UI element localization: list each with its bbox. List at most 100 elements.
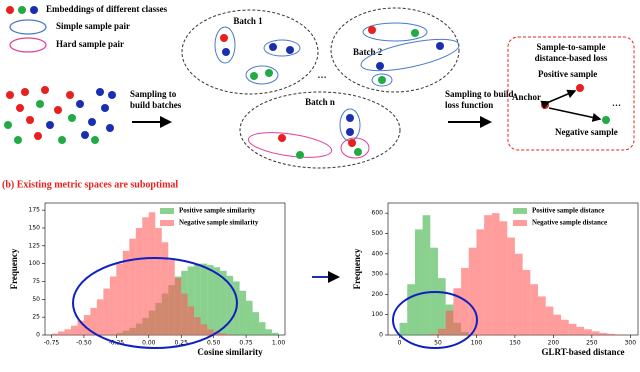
dot (354, 148, 362, 156)
histogram-bar (507, 238, 515, 335)
histogram-bar (407, 284, 415, 335)
dot (348, 139, 356, 147)
dot (541, 101, 549, 109)
histogram-bar (201, 324, 207, 335)
dot (220, 34, 228, 42)
x-tick-label: 0.75 (239, 340, 253, 347)
histogram-bar (615, 334, 623, 335)
histogram-bar (500, 221, 508, 335)
histogram-bar (155, 228, 161, 335)
arrow (549, 108, 600, 119)
dot (54, 106, 62, 114)
pair (340, 109, 360, 141)
y-tick-label: 0 (36, 332, 40, 339)
histogram-bar (530, 284, 538, 335)
x-tick-label: 0.50 (207, 340, 221, 347)
dot (16, 104, 24, 112)
dot (21, 88, 29, 96)
dot (368, 26, 376, 34)
dot (96, 88, 104, 96)
histogram-bar (136, 228, 142, 335)
step-text: Sampling to build (445, 89, 514, 99)
histogram-bar (188, 306, 194, 335)
dot (576, 84, 584, 92)
hard-pair-icon (10, 38, 46, 52)
x-tick-label: 50 (434, 340, 442, 347)
histogram-bar (266, 329, 272, 335)
histogram-bar (584, 329, 592, 335)
x-tick-label: 0 (398, 340, 402, 347)
dot (269, 43, 277, 51)
dot (46, 121, 54, 129)
histogram-bar (168, 260, 174, 335)
histogram-bar (227, 334, 233, 335)
dot (81, 131, 89, 139)
histogram-bar (561, 320, 569, 335)
histogram-bar (400, 323, 408, 335)
legend-label: Negative sample distance (532, 219, 607, 227)
histogram-bar (64, 329, 70, 335)
histogram-bar (272, 333, 278, 335)
legend-text: Embeddings of different classes (46, 4, 168, 14)
histogram-bar (600, 333, 608, 335)
histogram-bar (220, 334, 226, 335)
y-axis-label: Frequency (352, 248, 362, 289)
dot (6, 6, 14, 14)
dot (286, 46, 294, 54)
histogram-bar (569, 324, 577, 335)
simple-pair-icon (10, 20, 46, 34)
dot (30, 6, 38, 14)
x-tick-label: 150 (509, 340, 521, 347)
dot (346, 128, 354, 136)
y-tick-label: 125 (29, 242, 41, 249)
histogram-bar (162, 242, 168, 335)
section-title: (b) Existing metric spaces are suboptima… (2, 179, 178, 190)
x-tick-label: 100 (471, 340, 483, 347)
x-tick-label: -0.50 (76, 340, 92, 347)
histogram-bar (538, 296, 546, 335)
y-tick-label: 0 (379, 332, 383, 339)
dot (34, 132, 42, 140)
embedding-cloud (4, 86, 116, 144)
ellipsis: … (612, 98, 621, 108)
histogram-bar (592, 331, 600, 335)
histogram-bar (246, 301, 252, 335)
histogram-bar (515, 254, 523, 335)
legend-swatch (160, 220, 174, 226)
histogram-bar (469, 248, 477, 335)
legend-swatch (513, 208, 527, 214)
batch-label: Batch 1 (233, 16, 263, 26)
dot (58, 136, 66, 144)
loss-label: Positive sample (538, 69, 597, 79)
histogram-bar (142, 217, 148, 335)
y-axis-label: Frequency (9, 248, 19, 289)
histogram-bar (207, 265, 213, 335)
y-tick-label: 600 (372, 210, 384, 217)
histogram-bar (71, 326, 77, 335)
dot (296, 151, 304, 159)
legend-label: Positive sample similarity (179, 207, 256, 215)
arrow (549, 91, 575, 102)
histogram-bar (253, 312, 259, 335)
histogram-bar (97, 299, 103, 335)
legend-top: Embeddings of different classes Simple s… (6, 4, 168, 52)
y-tick-label: 300 (372, 271, 384, 278)
y-tick-label: 100 (29, 260, 41, 267)
loss-label: Anchor (512, 92, 541, 102)
x-axis-label: Cosine similarity (197, 347, 263, 357)
dot (108, 91, 116, 99)
histogram-bar (446, 311, 454, 335)
y-tick-label: 200 (372, 291, 384, 298)
y-tick-label: 400 (372, 250, 384, 257)
histogram-bar (415, 229, 423, 335)
histogram-bar (492, 213, 500, 335)
y-tick-label: 175 (29, 207, 41, 214)
y-tick-label: 50 (32, 296, 40, 303)
legend-swatch (513, 220, 527, 226)
histogram-bar (175, 278, 181, 335)
dot (91, 136, 99, 144)
histogram-bar (116, 264, 122, 335)
ellipsis: … (318, 70, 327, 80)
x-tick-label: -0.75 (44, 340, 60, 347)
